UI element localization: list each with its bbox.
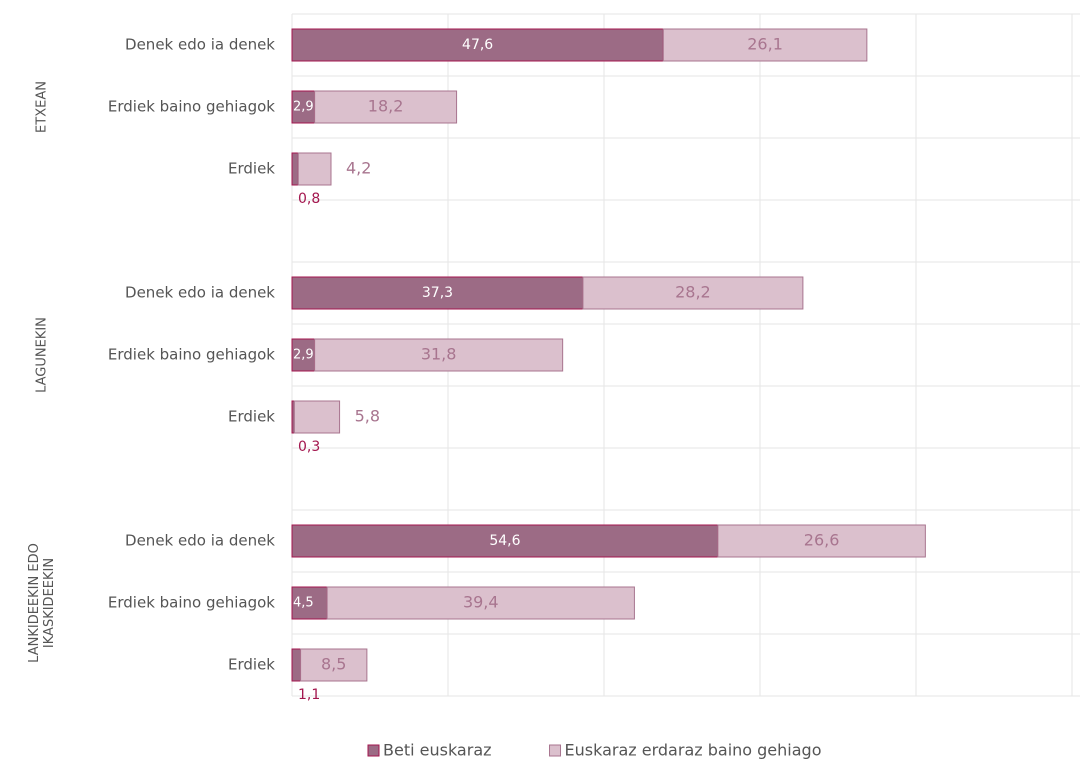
value-label: 1,1: [298, 687, 320, 703]
legend-swatch: [549, 744, 562, 757]
bar-segment: [291, 276, 584, 310]
value-label: 4,5: [293, 596, 314, 611]
y-tick-label: Denek edo ia denek: [125, 36, 275, 54]
value-label: 2,9: [293, 348, 314, 363]
bar-segment: [717, 524, 926, 558]
group-label: LAGUNEKIN: [35, 317, 50, 393]
bar-segment: [291, 524, 719, 558]
bar-segment: [314, 338, 564, 372]
y-tick-label: Denek edo ia denek: [125, 532, 275, 550]
bar-segment: [300, 648, 368, 682]
value-label: 31,8: [421, 345, 457, 364]
y-tick-label: Erdiek: [228, 656, 275, 674]
y-tick-label: Erdiek baino gehiagok: [108, 346, 275, 364]
value-label: 0,8: [298, 191, 320, 207]
value-label: 47,6: [462, 37, 493, 53]
value-label: 0,3: [298, 439, 320, 455]
y-tick-label: Denek edo ia denek: [125, 284, 275, 302]
value-label: 39,4: [463, 593, 499, 612]
value-label: 26,1: [747, 35, 783, 54]
y-tick-label: Erdiek: [228, 408, 275, 426]
value-label: 8,5: [321, 655, 346, 674]
bar-segment: [582, 276, 804, 310]
y-tick-label: Erdiek baino gehiagok: [108, 594, 275, 612]
value-label: 28,2: [675, 283, 711, 302]
value-label: 2,9: [293, 100, 314, 115]
bar-segment: [291, 586, 328, 620]
bar-segment: [662, 28, 868, 62]
y-tick-label: Erdiek: [228, 160, 275, 178]
y-tick-label: Erdiek baino gehiagok: [108, 98, 275, 116]
legend-label: Euskaraz erdaraz baino gehiago: [565, 741, 822, 760]
bar-segment: [291, 152, 299, 186]
group-label: ETXEAN: [35, 81, 50, 133]
bar-segment: [291, 648, 302, 682]
value-label: 37,3: [422, 285, 453, 301]
value-label: 4,2: [346, 159, 371, 178]
value-label: 18,2: [368, 97, 404, 116]
bar-segment: [293, 400, 341, 434]
value-label: 5,8: [355, 407, 380, 426]
value-label: 54,6: [489, 533, 520, 549]
bar-segment: [326, 586, 635, 620]
group-label: LANKIDEEKIN EDO: [27, 543, 42, 663]
legend-swatch: [367, 744, 380, 757]
bar-segment: [297, 152, 332, 186]
value-label: 26,6: [804, 531, 840, 550]
group-label: IKASKIDEEKIN: [42, 558, 57, 648]
legend-label: Beti euskaraz: [383, 741, 492, 760]
bar-segment: [314, 90, 458, 124]
